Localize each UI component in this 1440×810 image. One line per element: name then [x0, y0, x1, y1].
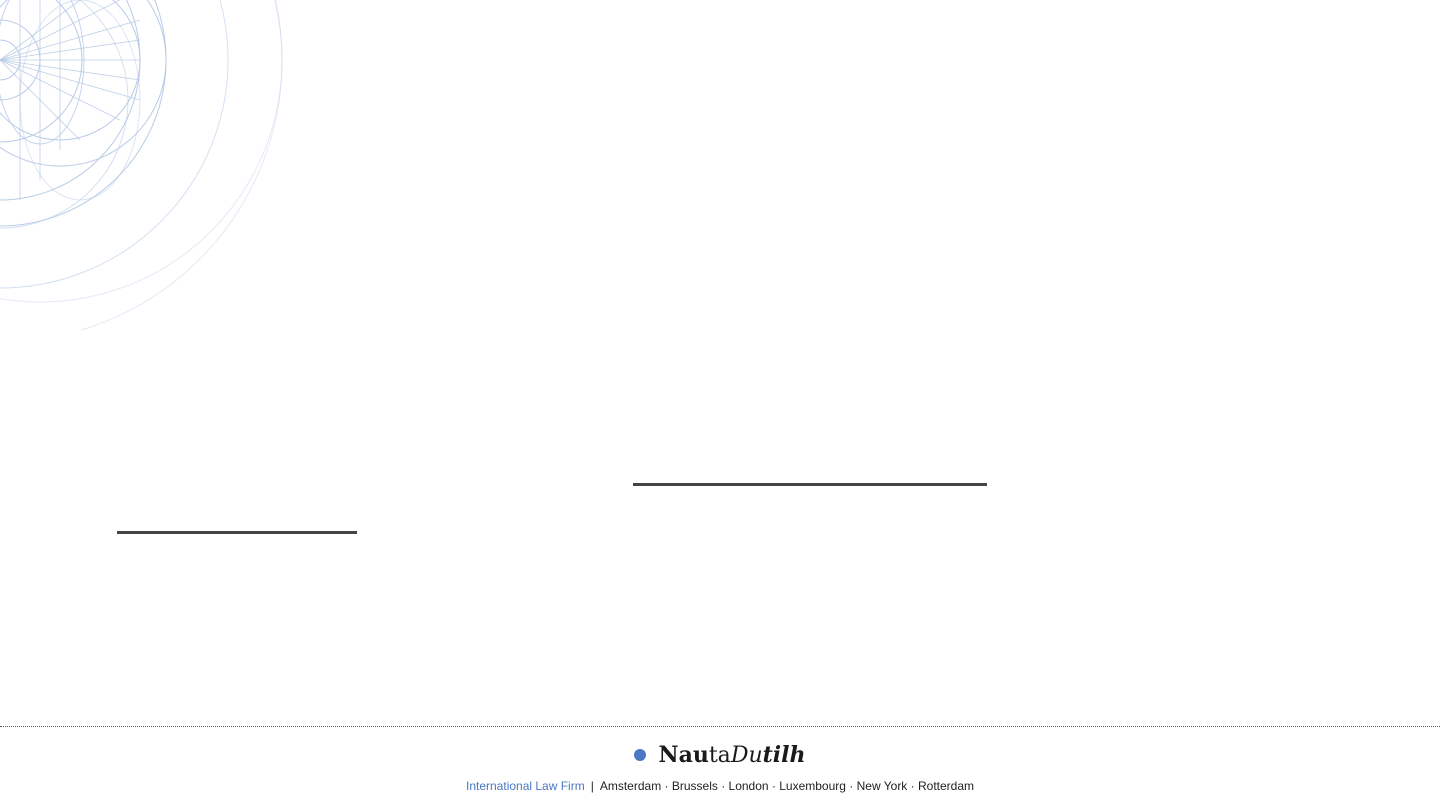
- nautadutilh-logo: NautaDutilh: [0, 740, 1440, 771]
- office-list: Amsterdam · Brussels · London · Luxembou…: [599, 779, 974, 793]
- tagline-separator: |: [590, 779, 594, 793]
- logo-text-du: Du: [730, 743, 763, 768]
- logo-dot-icon: [634, 749, 647, 761]
- logo-text-tilh: tilh: [762, 742, 806, 768]
- footer-divider: [0, 726, 1440, 727]
- logo-text-nau: Nau: [658, 742, 709, 768]
- title-underline: [633, 483, 987, 486]
- firm-type: International Law Firm: [466, 779, 585, 793]
- circle-pattern-icon: [0, 0, 283, 330]
- subtitle-underline: [117, 531, 357, 534]
- logo-text-ta: ta: [708, 743, 731, 768]
- footer-tagline: International Law Firm | Amsterdam · Bruss…: [0, 777, 1440, 795]
